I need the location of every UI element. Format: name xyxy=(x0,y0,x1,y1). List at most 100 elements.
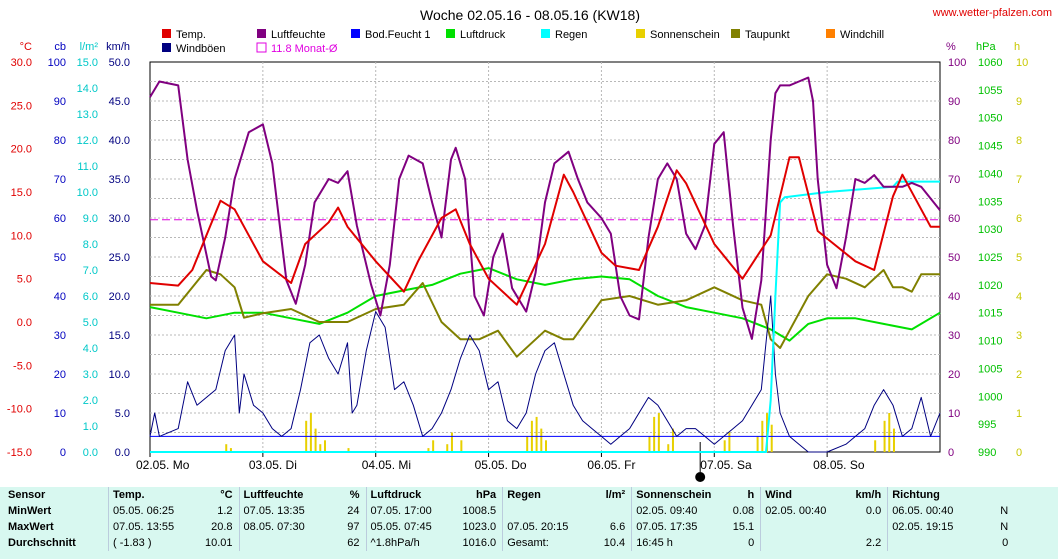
axis-tick-left: 2.0 xyxy=(83,395,98,407)
sunshine-bar xyxy=(874,440,877,452)
axis-tick-left: 15.0 xyxy=(77,57,98,69)
axis-tick-left: 20 xyxy=(54,369,66,381)
axis-tick-right: 4 xyxy=(1016,291,1022,303)
stats-cell-time xyxy=(502,503,586,519)
axis-tick-right: 1030 xyxy=(978,224,1002,236)
sunshine-bar xyxy=(225,444,228,452)
weather-week-chart: °C30.025.020.015.010.05.00.0-5.0-10.0-15… xyxy=(7,7,1052,482)
stats-row: MinWert 05.05. 06:25 1.2 07.05. 13:35 24 07.0… xyxy=(0,503,1014,519)
stats-cell-time: 16:45 h xyxy=(631,535,723,551)
axis-tick-left: 50.0 xyxy=(109,57,130,69)
axis-tick-left: 80 xyxy=(54,135,66,147)
series-line-temp xyxy=(149,156,940,306)
axis-tick-right: 990 xyxy=(978,447,996,459)
axis-label-x: 06.05. Fr xyxy=(587,458,635,472)
axis-tick-right: 90 xyxy=(948,96,960,108)
sunshine-bar xyxy=(770,424,773,452)
axis-tick-right: 1050 xyxy=(978,113,1002,125)
axis-unit-left: cb xyxy=(54,41,66,53)
stats-cell-value: 1.2 xyxy=(217,505,233,517)
stats-cell-value: 2.2 xyxy=(865,537,882,549)
axis-tick-right: 20 xyxy=(948,369,960,381)
stats-unit xyxy=(996,487,1014,503)
chart-grid xyxy=(149,61,941,453)
axis-tick-left: 25.0 xyxy=(11,100,32,112)
stats-header: Luftfeuchte xyxy=(238,487,336,503)
stats-cell-time xyxy=(887,535,997,551)
stats-unit: h xyxy=(747,489,755,501)
axis-tick-left: 10.0 xyxy=(109,369,130,381)
axis-tick-right: 60 xyxy=(948,213,960,225)
sunshine-bar xyxy=(728,432,731,452)
axis-tick-left: 7.0 xyxy=(83,265,98,277)
axis-tick-right: 10 xyxy=(1016,57,1028,69)
axis-tick-left: 11.0 xyxy=(77,161,98,173)
legend-swatch xyxy=(446,29,455,38)
axis-tick-left: 40 xyxy=(54,291,66,303)
axis-tick-left: 13.0 xyxy=(77,109,98,121)
sunshine-bar xyxy=(892,428,895,452)
axis-tick-left: 0 xyxy=(60,447,66,459)
axis-tick-right: 1025 xyxy=(978,252,1002,264)
axis-label-x: 08.05. So xyxy=(813,458,865,472)
stats-cell-value: 1023.0 xyxy=(462,521,497,533)
axis-unit-left: °C xyxy=(20,41,32,53)
axis-label-x: 03.05. Di xyxy=(249,458,297,472)
stats-cell-value: N xyxy=(1000,521,1009,533)
axis-tick-right: 10 xyxy=(948,408,960,420)
stats-cell-time: ^1.8hPa/h xyxy=(365,535,463,551)
legend-swatch xyxy=(162,43,171,52)
axis-tick-left: 30 xyxy=(54,330,66,342)
stats-cell-value: 0 xyxy=(748,537,755,549)
stats-cell-time: 02.05. 19:15 xyxy=(887,519,997,535)
axis-tick-left: 5.0 xyxy=(83,317,98,329)
sunshine-bar xyxy=(667,444,670,452)
axis-tick-left: 15.0 xyxy=(109,330,130,342)
sunshine-bar xyxy=(756,436,759,452)
legend-swatch xyxy=(731,29,740,38)
axis-tick-right: 995 xyxy=(978,419,996,431)
axis-tick-left: 0.0 xyxy=(17,317,32,329)
axis-unit-left: l/m² xyxy=(80,41,99,53)
stats-cell-value: N xyxy=(1000,505,1009,517)
axis-tick-right: 0 xyxy=(948,447,954,459)
axis-unit-right: % xyxy=(946,41,956,53)
stats-header: Regen xyxy=(502,487,586,503)
stats-row-label: MaxWert xyxy=(8,521,54,533)
sunshine-bar xyxy=(446,444,449,452)
stats-cell-value: 0.0 xyxy=(865,505,882,517)
sunshine-bar xyxy=(653,416,656,452)
chart-axes: °C30.025.020.015.010.05.00.0-5.0-10.0-15… xyxy=(7,41,1028,482)
moon-phase-icon xyxy=(695,472,706,482)
axis-tick-left: 40.0 xyxy=(109,135,130,147)
axis-tick-left: 6.0 xyxy=(83,291,98,303)
sunshine-bar xyxy=(229,448,232,452)
axis-tick-left: 3.0 xyxy=(83,369,98,381)
axis-tick-left: 10 xyxy=(54,408,66,420)
stats-header-row: Sensor Temp. °C Luftfeuchte% Luftdruck hPa Reg… xyxy=(0,487,1014,503)
legend-label: Luftfeuchte xyxy=(271,29,325,41)
axis-unit-right: h xyxy=(1014,41,1020,53)
stats-cell-value xyxy=(853,519,888,535)
axis-tick-left: 5.0 xyxy=(17,274,32,286)
legend-swatch xyxy=(636,29,645,38)
series-line-pressure xyxy=(149,267,941,342)
chart-plot-area xyxy=(149,76,941,453)
axis-tick-left: 9.0 xyxy=(83,213,98,225)
stats-cell-value: 0 xyxy=(1002,537,1009,549)
stats-unit: °C xyxy=(220,489,233,501)
stats-cell-time xyxy=(238,535,336,551)
axis-tick-right: 3 xyxy=(1016,330,1022,342)
axis-tick-right: 50 xyxy=(948,252,960,264)
stats-header: Sensor xyxy=(8,489,46,501)
axis-tick-left: 50 xyxy=(54,252,66,264)
axis-tick-right: 80 xyxy=(948,135,960,147)
sunshine-bar xyxy=(309,413,312,452)
axis-tick-left: 20.0 xyxy=(11,144,32,156)
axis-label-x: 04.05. Mi xyxy=(362,458,411,472)
axis-tick-right: 1 xyxy=(1016,408,1022,420)
stats-cell-time: 07.05. 17:00 xyxy=(365,503,463,519)
sunshine-bar xyxy=(323,440,326,452)
axis-tick-left: 8.0 xyxy=(83,239,98,251)
site-link[interactable]: www.wetter-pfalzen.com xyxy=(932,7,1052,19)
